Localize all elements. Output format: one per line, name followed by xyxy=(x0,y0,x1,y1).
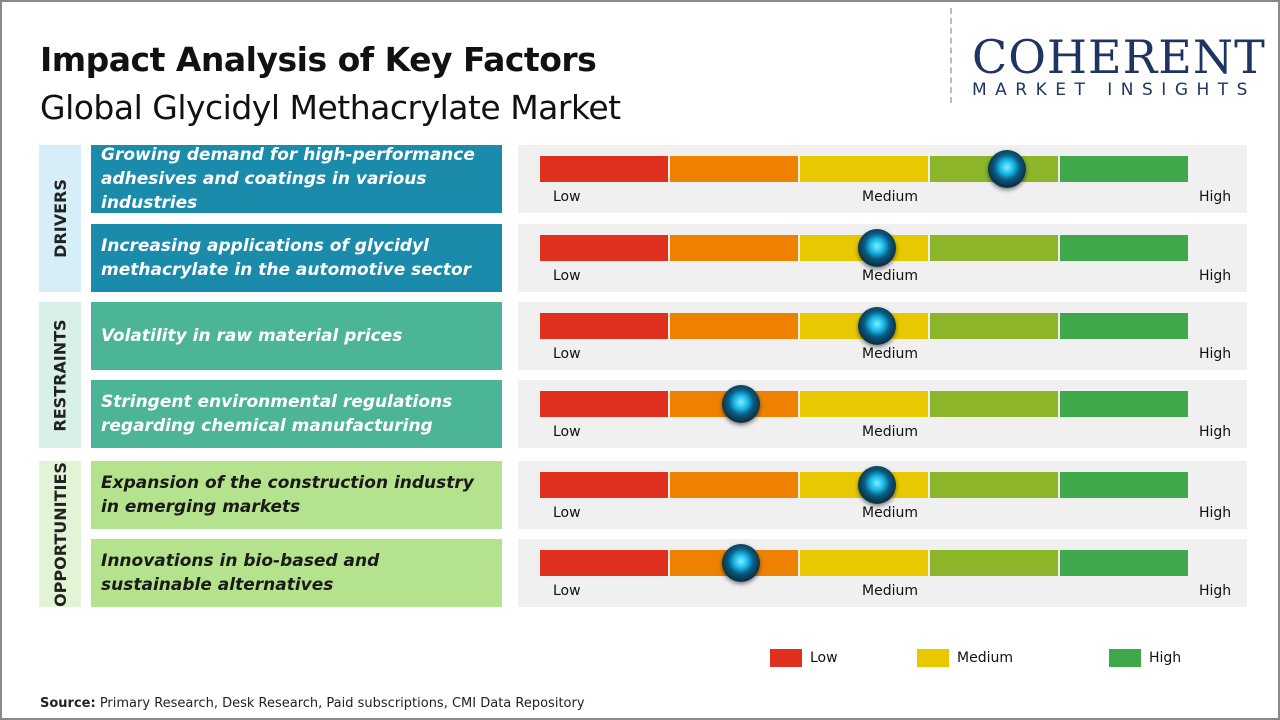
scale-label-high: High xyxy=(1199,189,1232,205)
category-restraints: RESTRAINTS xyxy=(39,302,81,448)
gauge-bar xyxy=(540,156,1188,182)
legend-label: High xyxy=(1149,650,1182,666)
impact-marker xyxy=(857,229,896,267)
scale-label-medium: Medium xyxy=(862,505,918,521)
scale-label-medium: Medium xyxy=(862,268,918,284)
scale-label-low: Low xyxy=(553,505,581,521)
factor-label: Growing demand for high-performance adhe… xyxy=(91,145,502,213)
gauge-segment-1 xyxy=(670,472,798,498)
impact-marker xyxy=(987,150,1026,188)
page-subtitle: Global Glycidyl Methacrylate Market xyxy=(40,88,621,127)
scale-label-medium: Medium xyxy=(862,424,918,440)
logo-divider xyxy=(950,8,952,103)
logo-main: COHERENT xyxy=(972,30,1266,84)
gauge-segment-4 xyxy=(1060,550,1188,576)
scale-label-low: Low xyxy=(553,268,581,284)
impact-gauge: Low Medium High xyxy=(518,539,1247,607)
logo-sub: MARKET INSIGHTS xyxy=(972,80,1256,100)
legend-item: High xyxy=(1109,649,1181,667)
gauge-segment-4 xyxy=(1060,472,1188,498)
legend-label: Low xyxy=(810,650,838,666)
scale-label-low: Low xyxy=(553,189,581,205)
gauge-segment-4 xyxy=(1060,235,1188,261)
scale-label-medium: Medium xyxy=(862,583,918,599)
scale-label-high: High xyxy=(1199,268,1232,284)
gauge-segment-0 xyxy=(540,550,668,576)
legend-swatch xyxy=(917,649,949,667)
scale-label-low: Low xyxy=(553,583,581,599)
gauge-segment-0 xyxy=(540,235,668,261)
impact-gauge: Low Medium High xyxy=(518,461,1247,529)
gauge-segment-2 xyxy=(800,391,928,417)
source-text: Primary Research, Desk Research, Paid su… xyxy=(95,696,585,711)
gauge-segment-0 xyxy=(540,472,668,498)
scale-label-low: Low xyxy=(553,346,581,362)
impact-marker xyxy=(857,307,896,345)
page-title: Impact Analysis of Key Factors xyxy=(40,40,597,79)
gauge-segment-4 xyxy=(1060,156,1188,182)
category-drivers: DRIVERS xyxy=(39,145,81,292)
factor-label: Increasing applications of glycidyl meth… xyxy=(91,224,502,292)
scale-label-high: High xyxy=(1199,505,1232,521)
gauge-bar xyxy=(540,550,1188,576)
gauge-segment-3 xyxy=(930,472,1058,498)
gauge-segment-0 xyxy=(540,391,668,417)
gauge-segment-3 xyxy=(930,550,1058,576)
category-label: RESTRAINTS xyxy=(50,318,70,432)
legend-swatch xyxy=(770,649,802,667)
gauge-bar xyxy=(540,472,1188,498)
category-label: DRIVERS xyxy=(50,179,70,258)
gauge-segment-3 xyxy=(930,313,1058,339)
gauge-segment-3 xyxy=(930,235,1058,261)
legend-item: Medium xyxy=(917,649,1013,667)
scale-label-high: High xyxy=(1199,583,1232,599)
impact-gauge: Low Medium High xyxy=(518,224,1247,292)
scale-label-low: Low xyxy=(553,424,581,440)
scale-label-medium: Medium xyxy=(862,189,918,205)
gauge-segment-1 xyxy=(670,156,798,182)
gauge-segment-3 xyxy=(930,391,1058,417)
gauge-segment-2 xyxy=(800,550,928,576)
impact-marker xyxy=(721,385,760,423)
impact-marker xyxy=(721,544,760,582)
category-opportunities: OPPORTUNITIES xyxy=(39,461,81,607)
factor-label: Innovations in bio-based and sustainable… xyxy=(91,539,502,607)
impact-gauge: Low Medium High xyxy=(518,380,1247,448)
source-label: Source: xyxy=(40,696,96,711)
gauge-bar xyxy=(540,235,1188,261)
factor-label: Volatility in raw material prices xyxy=(91,302,502,370)
gauge-segment-4 xyxy=(1060,391,1188,417)
gauge-segment-0 xyxy=(540,313,668,339)
gauge-segment-0 xyxy=(540,156,668,182)
impact-gauge: Low Medium High xyxy=(518,145,1247,213)
impact-gauge: Low Medium High xyxy=(518,302,1247,370)
gauge-segment-1 xyxy=(670,313,798,339)
gauge-segment-4 xyxy=(1060,313,1188,339)
scale-label-high: High xyxy=(1199,346,1232,362)
scale-label-medium: Medium xyxy=(862,346,918,362)
factor-label: Stringent environmental regulations rega… xyxy=(91,380,502,448)
legend-item: Low xyxy=(770,649,838,667)
legend-swatch xyxy=(1109,649,1141,667)
source-note: Source: Primary Research, Desk Research,… xyxy=(40,696,585,711)
gauge-segment-1 xyxy=(670,235,798,261)
category-label: OPPORTUNITIES xyxy=(50,461,70,607)
impact-marker xyxy=(857,466,896,504)
legend-label: Medium xyxy=(957,650,1013,666)
factor-label: Expansion of the construction industry i… xyxy=(91,461,502,529)
gauge-segment-2 xyxy=(800,156,928,182)
scale-label-high: High xyxy=(1199,424,1232,440)
gauge-bar xyxy=(540,391,1188,417)
